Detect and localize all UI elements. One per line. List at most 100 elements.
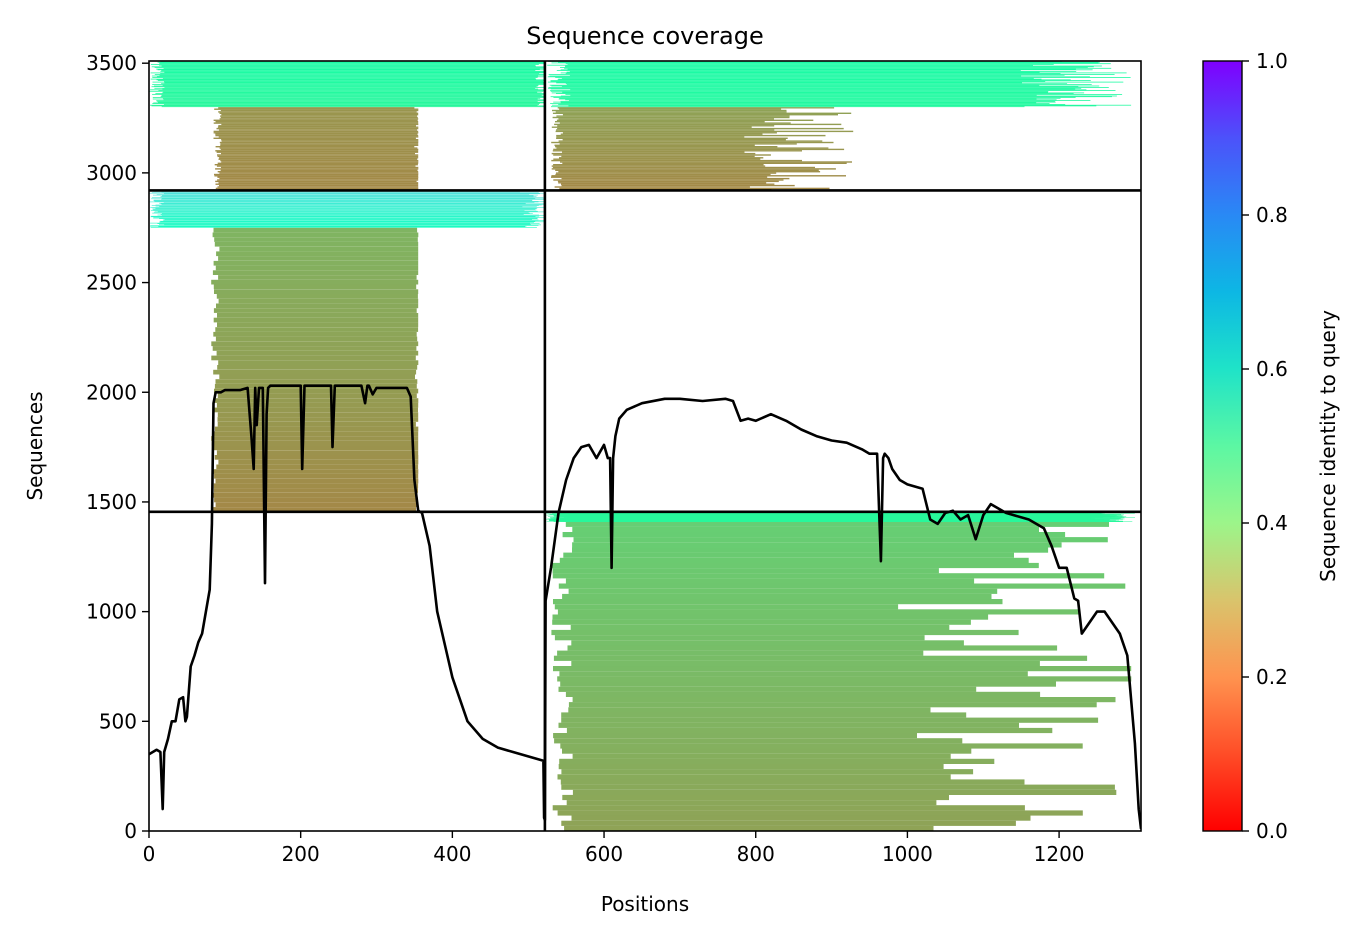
- coverage-row: [554, 738, 963, 744]
- y-axis-title: Sequences: [23, 391, 47, 500]
- coverage-row: [158, 225, 527, 227]
- coverage-row: [562, 794, 949, 801]
- x-tick-label: 400: [433, 842, 471, 866]
- coverage-row: [553, 655, 1088, 661]
- coverage-row: [213, 227, 418, 233]
- coverage-row: [565, 63, 1111, 65]
- coverage-row: [219, 374, 415, 380]
- coverage-row: [160, 214, 524, 215]
- y-tick-label: 1500: [86, 490, 137, 514]
- coverage-row: [561, 86, 1079, 88]
- coverage-row: [212, 232, 419, 238]
- coverage-row: [213, 130, 419, 133]
- coverage-row: [565, 578, 975, 584]
- coverage-row: [150, 226, 526, 228]
- coverage-row: [159, 62, 545, 64]
- coverage-row: [163, 193, 540, 195]
- coverage-row: [555, 130, 854, 133]
- coverage-row: [548, 74, 1115, 75]
- coverage-row: [150, 64, 539, 65]
- coverage-row: [157, 80, 545, 81]
- coverage-row: [213, 469, 419, 474]
- coverage-row: [154, 85, 538, 87]
- coverage-row: [559, 557, 1029, 563]
- coverage-row: [163, 202, 535, 203]
- coverage-row: [556, 147, 829, 149]
- coverage-row: [552, 109, 787, 112]
- coverage-row: [217, 322, 419, 328]
- coverage-row: [161, 191, 520, 193]
- coverage-row: [557, 127, 844, 130]
- coverage-row: [217, 171, 419, 173]
- coverage-row: [554, 604, 899, 610]
- coverage-row: [571, 660, 1040, 667]
- coverage-row: [150, 225, 539, 226]
- coverage-row: [160, 203, 526, 205]
- coverage-row: [561, 717, 1099, 723]
- coverage-row: [556, 93, 1074, 94]
- coverage-row: [218, 182, 419, 184]
- coverage-row: [552, 619, 971, 625]
- coverage-row: [151, 198, 545, 200]
- coverage-row: [553, 179, 784, 181]
- coverage-row: [216, 450, 419, 455]
- coverage-row: [152, 103, 540, 104]
- y-tick-label: 500: [99, 709, 137, 733]
- coverage-row: [154, 67, 545, 68]
- coverage-row: [217, 365, 418, 370]
- coverage-row: [214, 473, 419, 479]
- coverage-row: [559, 143, 797, 145]
- coverage-row: [570, 624, 950, 630]
- coverage-row: [569, 74, 1065, 76]
- coverage-row: [159, 64, 536, 66]
- coverage-row: [217, 186, 419, 188]
- coverage-row: [562, 532, 1066, 538]
- coverage-row: [217, 393, 417, 399]
- coverage-row: [221, 123, 419, 126]
- plot-frame: [148, 60, 1142, 832]
- coverage-row: [214, 388, 419, 394]
- colorbar-tick-label: 0.8: [1256, 203, 1288, 227]
- coverage-row: [215, 180, 417, 183]
- coverage-row: [221, 161, 419, 163]
- coverage-row: [552, 112, 852, 114]
- coverage-row: [557, 107, 835, 109]
- coverage-row: [571, 815, 1031, 821]
- coverage-row: [149, 90, 544, 92]
- coverage-row: [162, 88, 539, 90]
- coverage-row: [218, 459, 419, 465]
- coverage-row: [217, 313, 419, 318]
- coverage-row: [215, 133, 418, 135]
- coverage-row: [156, 76, 545, 78]
- coverage-row: [150, 78, 537, 80]
- coverage-row: [552, 150, 802, 152]
- coverage-row: [572, 697, 1116, 703]
- coverage-row: [551, 104, 1132, 106]
- coverage-row: [215, 265, 419, 271]
- coverage-row: [216, 464, 419, 470]
- coverage-row: [150, 72, 544, 74]
- coverage-row: [552, 805, 1025, 811]
- coverage-row: [218, 275, 417, 280]
- coverage-row: [214, 164, 418, 166]
- coverage-row: [219, 147, 418, 149]
- coverage-row: [151, 86, 537, 88]
- x-axis: 0 200 400 600 800 1000 1200: [143, 831, 1085, 866]
- coverage-row: [220, 143, 419, 145]
- coverage-row: [551, 175, 846, 177]
- coverage-row: [215, 134, 419, 137]
- coverage-row: [213, 317, 419, 323]
- coverage-row: [565, 521, 1109, 527]
- coverage-row: [564, 825, 934, 831]
- coverage-band: [551, 107, 854, 191]
- coverage-row: [164, 71, 545, 73]
- coverage-row: [149, 201, 539, 203]
- y-tick-label: 2000: [86, 380, 137, 404]
- coverage-band: [545, 511, 1135, 522]
- coverage-row: [153, 217, 538, 219]
- coverage-row: [161, 196, 537, 197]
- coverage-row: [561, 820, 1016, 826]
- coverage-row: [565, 83, 1068, 85]
- coverage-row: [552, 116, 790, 119]
- y-tick-label: 1000: [86, 600, 137, 624]
